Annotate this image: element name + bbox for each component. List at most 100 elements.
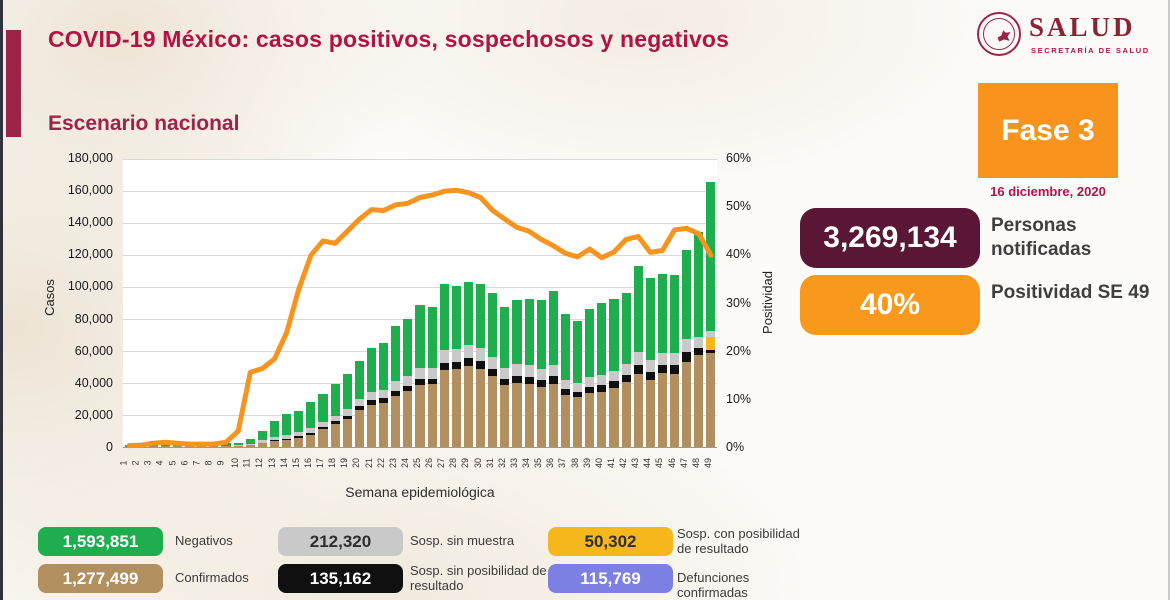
segment-confirmados bbox=[621, 381, 631, 447]
segment-sosp-sin-muestra bbox=[282, 434, 292, 439]
legend-value-sosp-sin-muestra: 212,320 bbox=[278, 527, 403, 556]
bar-week-43 bbox=[633, 266, 643, 447]
segment-negativos bbox=[257, 430, 267, 441]
segment-confirmados bbox=[597, 391, 607, 447]
segment-negativos bbox=[463, 281, 474, 346]
segment-sosp-sin-muestra bbox=[269, 436, 280, 441]
y-tick-right: 0% bbox=[726, 440, 745, 454]
x-tick-week-23: 23 bbox=[387, 457, 398, 469]
chart-plot-area bbox=[123, 158, 717, 448]
segment-confirmados bbox=[682, 361, 692, 447]
segment-negativos bbox=[548, 290, 558, 365]
segment-sosp-sin-posibilidad-de-resultado bbox=[342, 415, 352, 419]
y-tick-right: 40% bbox=[726, 247, 752, 262]
bar-week-26 bbox=[427, 306, 437, 447]
x-tick-week-15: 15 bbox=[290, 457, 301, 469]
segment-sosp-sin-posibilidad-de-resultado bbox=[573, 391, 583, 398]
x-tick-week-42: 42 bbox=[618, 457, 629, 469]
segment-confirmados bbox=[633, 373, 643, 447]
x-tick-week-3: 3 bbox=[142, 460, 153, 466]
x-tick-week-25: 25 bbox=[412, 457, 423, 469]
segment-negativos bbox=[427, 306, 437, 368]
legend-value-sosp-con-posibilidad-de-resultado: 50,302 bbox=[548, 527, 673, 556]
segment-confirmados bbox=[476, 368, 486, 447]
segment-negativos bbox=[560, 313, 571, 380]
x-tick-week-26: 26 bbox=[424, 457, 435, 469]
segment-negativos bbox=[269, 420, 280, 437]
report-date: 16 diciembre, 2020 bbox=[990, 184, 1106, 199]
y-tick-right: 30% bbox=[726, 295, 752, 310]
segment-negativos bbox=[245, 438, 255, 444]
x-tick-week-9: 9 bbox=[215, 460, 226, 466]
segment-negativos bbox=[573, 320, 583, 383]
x-tick-week-4: 4 bbox=[154, 460, 165, 466]
segment-negativos bbox=[451, 285, 461, 350]
segment-negativos bbox=[476, 284, 486, 349]
segment-sosp-sin-muestra bbox=[524, 365, 534, 377]
segment-sosp-sin-posibilidad-de-resultado bbox=[439, 362, 449, 370]
x-tick-week-46: 46 bbox=[666, 457, 677, 469]
segment-negativos bbox=[682, 249, 692, 339]
x-tick-week-21: 21 bbox=[363, 457, 374, 469]
bar-week-33 bbox=[512, 300, 522, 447]
x-tick-week-20: 20 bbox=[351, 457, 362, 469]
bar-week-27 bbox=[439, 284, 449, 447]
segment-sosp-sin-posibilidad-de-resultado bbox=[682, 352, 692, 362]
segment-confirmados bbox=[294, 438, 304, 447]
bar-week-30 bbox=[476, 284, 486, 447]
segment-confirmados bbox=[330, 424, 340, 447]
y-tick-left: 0 bbox=[106, 440, 113, 454]
segment-negativos bbox=[597, 302, 607, 375]
logo-name: SALUD bbox=[1029, 12, 1136, 42]
legend-value-defunciones-confirmadas: 115,769 bbox=[548, 564, 673, 593]
y-tick-right: 10% bbox=[726, 391, 752, 406]
bar-week-19 bbox=[342, 374, 352, 447]
segment-sosp-sin-posibilidad-de-resultado bbox=[597, 384, 607, 392]
segment-sosp-sin-muestra bbox=[245, 443, 255, 445]
segment-sosp-sin-posibilidad-de-resultado bbox=[645, 372, 655, 381]
segment-sosp-sin-posibilidad-de-resultado bbox=[536, 380, 546, 387]
x-tick-week-22: 22 bbox=[375, 457, 386, 469]
segment-sosp-sin-posibilidad-de-resultado bbox=[488, 368, 498, 376]
segment-negativos bbox=[500, 307, 510, 368]
segment-sosp-sin-posibilidad-de-resultado bbox=[451, 361, 461, 370]
segment-sosp-sin-posibilidad-de-resultado bbox=[500, 378, 510, 386]
segment-sosp-sin-posibilidad-de-resultado bbox=[585, 386, 595, 394]
segment-sosp-sin-muestra bbox=[488, 356, 498, 369]
x-tick-week-32: 32 bbox=[496, 457, 507, 469]
legend-label-sosp-sin-muestra: Sosp. sin muestra bbox=[410, 533, 515, 548]
bar-week-46 bbox=[670, 275, 680, 447]
stat-positividad-label: Positividad SE 49 bbox=[991, 282, 1150, 303]
y-tick-left: 120,000 bbox=[67, 247, 113, 262]
segment-sosp-sin-muestra bbox=[294, 432, 304, 437]
segment-confirmados bbox=[354, 409, 364, 447]
gridline bbox=[123, 254, 717, 256]
segment-confirmados bbox=[185, 446, 195, 447]
x-tick-week-44: 44 bbox=[642, 457, 653, 469]
segment-confirmados bbox=[221, 446, 231, 447]
segment-negativos bbox=[439, 284, 449, 350]
segment-confirmados bbox=[342, 418, 352, 447]
segment-sosp-sin-posibilidad-de-resultado bbox=[415, 378, 425, 385]
segment-confirmados bbox=[403, 391, 413, 447]
segment-confirmados bbox=[488, 375, 498, 447]
x-tick-week-39: 39 bbox=[581, 457, 592, 469]
segment-confirmados bbox=[318, 429, 328, 447]
bar-week-48 bbox=[694, 231, 704, 447]
x-tick-week-48: 48 bbox=[690, 457, 701, 469]
x-tick-week-10: 10 bbox=[230, 457, 241, 469]
segment-negativos bbox=[354, 361, 364, 399]
bar-week-12 bbox=[257, 430, 267, 447]
x-tick-week-14: 14 bbox=[278, 457, 289, 469]
bar-week-16 bbox=[306, 402, 316, 447]
segment-confirmados bbox=[172, 446, 183, 447]
page-title: COVID-19 México: casos positivos, sospec… bbox=[48, 26, 730, 52]
segment-sosp-sin-muestra bbox=[451, 349, 461, 362]
segment-sosp-sin-posibilidad-de-resultado bbox=[609, 380, 619, 388]
segment-sosp-sin-posibilidad-de-resultado bbox=[354, 406, 364, 410]
segment-sosp-sin-posibilidad-de-resultado bbox=[282, 438, 292, 440]
segment-negativos bbox=[657, 274, 667, 354]
x-tick-week-34: 34 bbox=[521, 457, 532, 469]
x-tick-week-40: 40 bbox=[593, 457, 604, 469]
segment-negativos bbox=[512, 300, 522, 365]
